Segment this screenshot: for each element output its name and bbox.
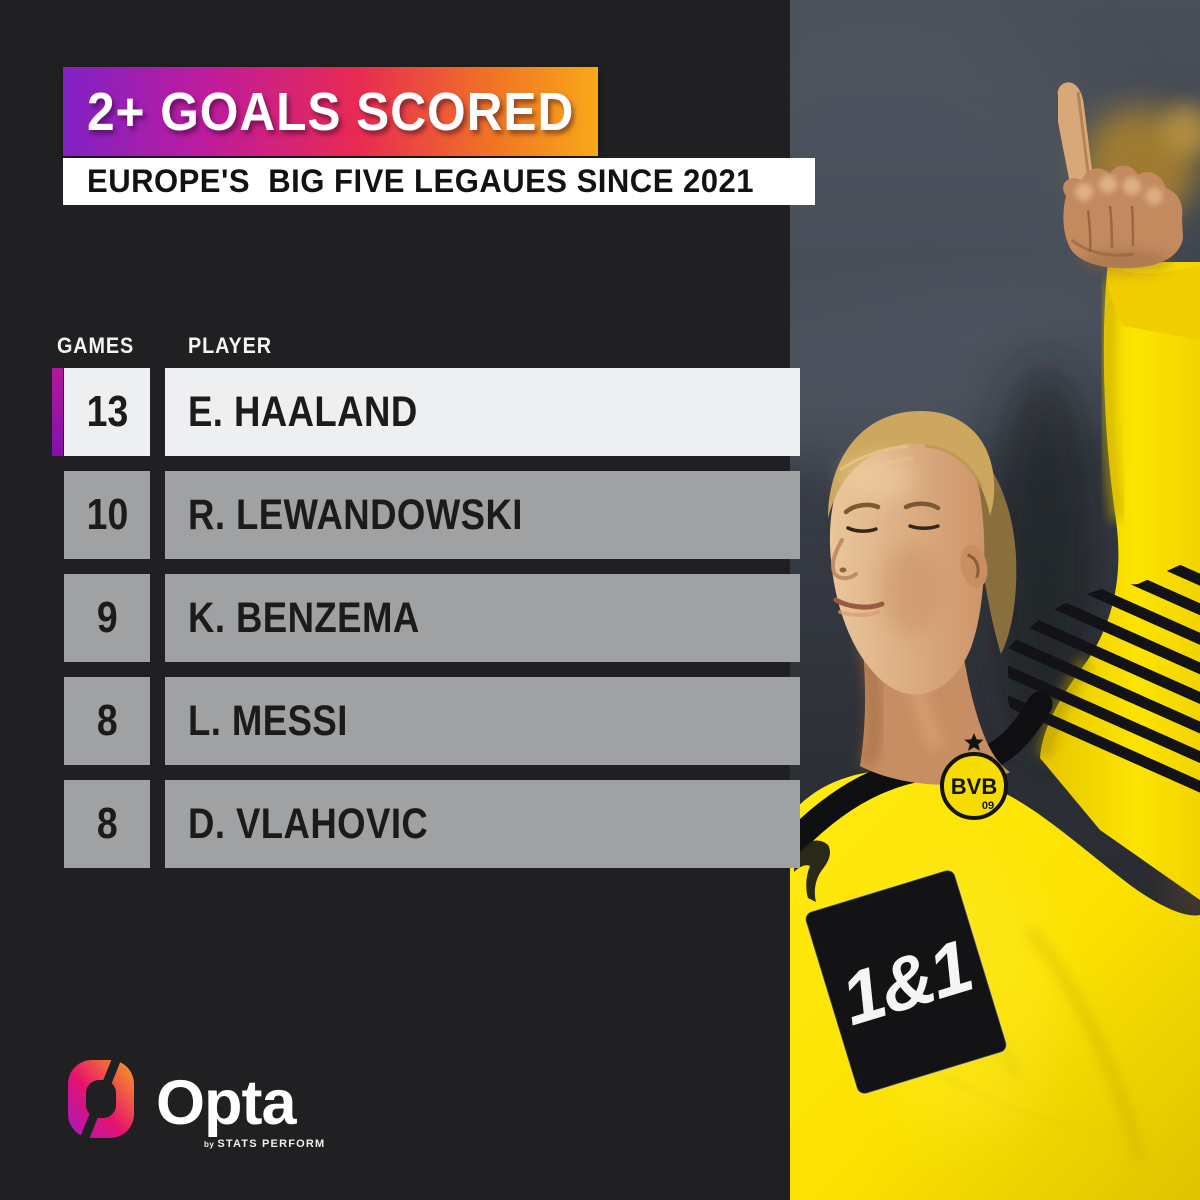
player-cell: R. LEWANDOWSKI — [165, 471, 800, 559]
eyebrow-right — [903, 501, 941, 511]
table-row: 13 E. HAALAND — [52, 368, 800, 456]
player-name: D. VLAHOVIC — [188, 799, 429, 848]
player-name: R. LEWANDOWSKI — [188, 490, 523, 539]
games-cell: 8 — [64, 677, 150, 765]
byline-text: STATS PERFORM — [217, 1138, 326, 1150]
games-value: 8 — [96, 696, 118, 745]
player-name: K. BENZEMA — [188, 593, 420, 642]
games-value: 10 — [86, 490, 128, 539]
byline-prefix: by — [204, 1140, 215, 1149]
games-value: 13 — [86, 387, 128, 436]
table-row: 10 R. LEWANDOWSKI — [52, 471, 800, 559]
pointing-hand — [1057, 82, 1200, 340]
index-finger — [1057, 82, 1094, 194]
player-figure: BVB 09 1&1 — [790, 0, 1200, 1200]
player-cell: D. VLAHOVIC — [165, 780, 800, 868]
badge-number: 09 — [982, 800, 994, 812]
player-cell: L. MESSI — [165, 677, 800, 765]
games-cell: 8 — [64, 780, 150, 868]
page-title: 2+ GOALS SCORED — [87, 81, 575, 142]
brand-byline: by STATS PERFORM — [204, 1138, 325, 1150]
table-row: 9 K. BENZEMA — [52, 574, 800, 662]
title-banner: 2+ GOALS SCORED — [63, 67, 598, 156]
brand-name: Opta — [156, 1068, 297, 1138]
eye-right — [908, 524, 940, 530]
opta-logo-icon — [68, 1058, 134, 1140]
badge-text: BVB — [951, 774, 997, 799]
games-cell: 13 — [64, 368, 150, 456]
column-header-games: GAMES — [57, 333, 135, 358]
bvb-badge-icon: BVB 09 — [940, 752, 1008, 820]
championship-star-icon — [964, 733, 984, 751]
hair — [828, 410, 995, 518]
player-name: L. MESSI — [188, 696, 348, 745]
ear — [960, 544, 988, 588]
games-value: 9 — [96, 593, 118, 642]
puma-logo-icon — [794, 840, 830, 902]
sponsor-patch: 1&1 — [804, 869, 1008, 1095]
player-cell: E. HAALAND — [165, 368, 800, 456]
highlight-stripe — [52, 368, 63, 456]
eye-left — [846, 526, 878, 533]
player-name: E. HAALAND — [188, 387, 418, 436]
brand-text: Opta by STATS PERFORM — [156, 1058, 325, 1151]
eyebrow-left — [843, 502, 881, 515]
table-row: 8 D. VLAHOVIC — [52, 780, 800, 868]
opta-footer: Opta by STATS PERFORM — [66, 1058, 325, 1150]
mouth — [833, 597, 885, 610]
games-cell: 9 — [64, 574, 150, 662]
player-photo: BVB 09 1&1 — [790, 0, 1200, 1200]
subtitle-banner: EUROPE'S BIG FIVE LEGAUES SINCE 2021 — [63, 158, 815, 205]
column-header-player: PLAYER — [188, 333, 272, 358]
nose — [830, 538, 858, 581]
player-head — [828, 410, 1017, 695]
table-row: 8 L. MESSI — [52, 677, 800, 765]
games-cell: 10 — [64, 471, 150, 559]
games-value: 8 — [96, 799, 118, 848]
stats-table: 13 E. HAALAND 10 R. LEWANDOWSKI 9 K. BEN… — [52, 368, 800, 883]
page-subtitle: EUROPE'S BIG FIVE LEGAUES SINCE 2021 — [87, 163, 754, 199]
player-cell: K. BENZEMA — [165, 574, 800, 662]
